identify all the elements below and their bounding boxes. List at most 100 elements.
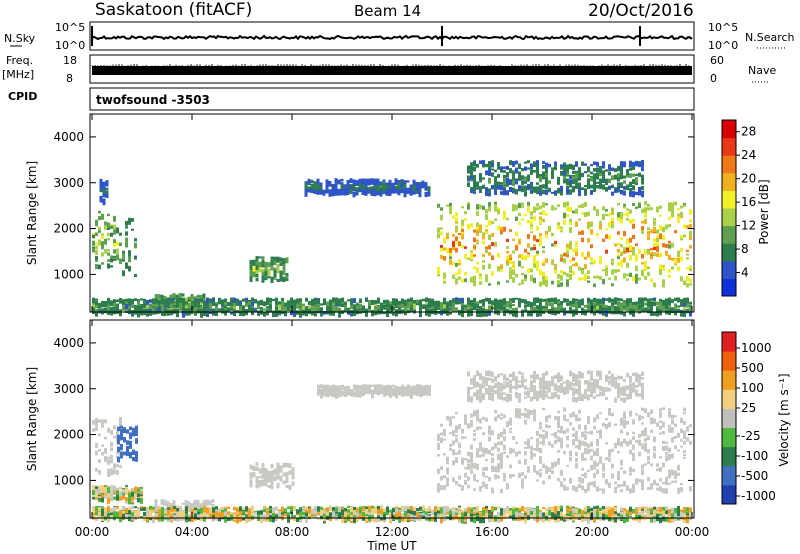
data-cell bbox=[282, 276, 286, 280]
data-cell bbox=[476, 302, 479, 309]
power-x-axis bbox=[91, 114, 693, 312]
data-cell bbox=[449, 432, 452, 435]
data-cell bbox=[485, 484, 488, 490]
data-cell bbox=[340, 183, 344, 188]
data-cell bbox=[674, 297, 677, 302]
data-cell bbox=[470, 175, 473, 180]
data-cell bbox=[364, 190, 368, 196]
data-cell bbox=[533, 169, 536, 173]
data-cell bbox=[407, 301, 410, 306]
data-cell bbox=[395, 389, 398, 392]
data-cell bbox=[107, 456, 110, 460]
data-cell bbox=[422, 304, 425, 309]
data-cell bbox=[113, 243, 116, 248]
data-cell bbox=[551, 303, 554, 309]
data-cell bbox=[95, 305, 98, 309]
data-cell bbox=[587, 448, 590, 453]
data-cell bbox=[461, 234, 464, 240]
data-cell bbox=[437, 453, 440, 457]
data-cell bbox=[623, 273, 626, 279]
data-cell bbox=[455, 437, 458, 440]
data-cell bbox=[266, 297, 269, 302]
data-cell bbox=[104, 249, 107, 254]
data-cell bbox=[650, 278, 653, 283]
data-cell bbox=[128, 492, 131, 496]
data-cell bbox=[536, 479, 539, 482]
data-cell bbox=[255, 476, 259, 480]
data-cell bbox=[140, 486, 143, 491]
data-cell bbox=[335, 306, 338, 310]
data-cell bbox=[467, 165, 470, 168]
data-cell bbox=[173, 305, 176, 308]
data-cell bbox=[557, 421, 560, 427]
data-cell bbox=[377, 299, 380, 303]
data-cell bbox=[473, 303, 476, 306]
data-cell bbox=[92, 485, 95, 491]
data-cell bbox=[92, 299, 95, 303]
data-cell bbox=[647, 236, 650, 240]
data-cell bbox=[653, 311, 656, 314]
data-cell bbox=[452, 246, 455, 251]
data-cell bbox=[632, 444, 635, 450]
data-cell bbox=[539, 281, 542, 287]
data-cell bbox=[578, 424, 581, 430]
data-cell bbox=[593, 173, 596, 179]
data-cell bbox=[590, 171, 593, 175]
data-cell bbox=[593, 472, 596, 479]
data-cell bbox=[425, 304, 428, 309]
data-cell bbox=[581, 252, 584, 256]
data-cell bbox=[269, 307, 272, 310]
data-cell bbox=[143, 302, 146, 309]
data-cell bbox=[461, 223, 464, 228]
data-cell bbox=[355, 182, 359, 186]
data-cell bbox=[521, 309, 524, 313]
data-cell bbox=[356, 305, 359, 310]
data-cell bbox=[230, 300, 233, 306]
data-cell bbox=[370, 179, 374, 185]
data-cell bbox=[101, 241, 104, 246]
data-cell bbox=[608, 165, 611, 171]
data-cell bbox=[464, 458, 467, 461]
data-cell bbox=[193, 499, 197, 505]
data-cell bbox=[530, 301, 533, 308]
data-cell bbox=[494, 204, 497, 209]
data-cell bbox=[515, 245, 518, 251]
data-cell bbox=[572, 411, 575, 417]
data-cell bbox=[497, 300, 500, 306]
data-cell bbox=[500, 191, 503, 195]
data-cell bbox=[470, 311, 473, 317]
data-cell bbox=[500, 413, 503, 416]
data-cell bbox=[407, 384, 410, 387]
data-cell bbox=[641, 178, 644, 181]
data-cell bbox=[650, 251, 653, 255]
data-cell bbox=[221, 306, 224, 312]
data-cell bbox=[122, 492, 125, 497]
data-cell bbox=[521, 484, 524, 489]
data-cell bbox=[596, 181, 599, 184]
data-cell bbox=[279, 260, 283, 264]
data-cell bbox=[385, 188, 389, 192]
data-cell bbox=[116, 464, 119, 468]
data-cell bbox=[551, 433, 554, 436]
data-cell bbox=[608, 179, 611, 184]
data-cell bbox=[267, 476, 271, 483]
data-cell bbox=[440, 302, 443, 306]
data-cell bbox=[554, 299, 557, 305]
data-cell bbox=[184, 500, 188, 504]
data-cell bbox=[107, 304, 110, 311]
data-cell bbox=[641, 298, 644, 303]
data-cell bbox=[593, 168, 596, 172]
data-cell bbox=[503, 308, 506, 315]
data-cell bbox=[101, 492, 104, 496]
data-cell bbox=[539, 269, 542, 276]
data-cell bbox=[437, 203, 440, 208]
data-cell bbox=[113, 308, 116, 313]
data-cell bbox=[252, 465, 256, 471]
data-cell bbox=[364, 183, 368, 190]
data-cell bbox=[455, 434, 458, 438]
data-cell bbox=[185, 303, 188, 306]
data-cell bbox=[656, 246, 659, 253]
data-cell bbox=[557, 187, 560, 194]
data-cell bbox=[575, 172, 578, 179]
data-cell bbox=[98, 485, 101, 489]
